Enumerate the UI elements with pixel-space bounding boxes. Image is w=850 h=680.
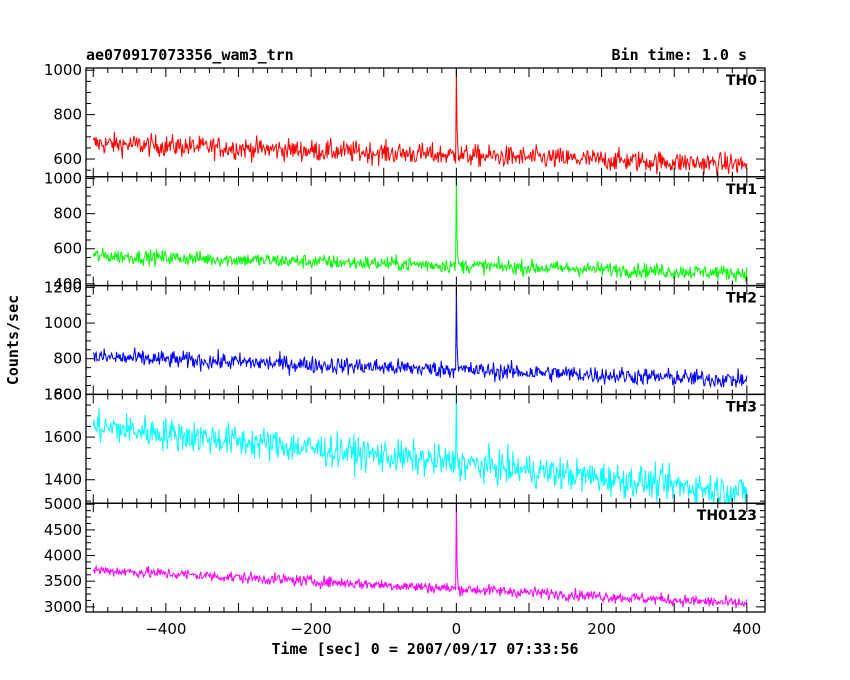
panel-label-th0: TH0	[726, 73, 757, 89]
series-line-th0123	[92, 503, 748, 609]
y-tick-label: 1000	[44, 61, 82, 79]
x-tick-label: −400	[145, 620, 186, 638]
panel-frame	[85, 502, 766, 613]
series-line-th0	[92, 68, 748, 177]
series-line-th2	[92, 287, 748, 389]
y-tick-label: 1000	[44, 314, 82, 332]
y-tick-label: 600	[53, 240, 82, 258]
panel-th1: 400 600 800 1000 TH1	[44, 170, 766, 293]
x-tick-label: 400	[733, 620, 762, 638]
y-tick-label: 1400	[44, 471, 82, 489]
y-tick-label: 1600	[44, 428, 82, 446]
y-tick-label: 4500	[44, 521, 82, 539]
y-tick-label: 5000	[44, 495, 82, 513]
y-tick-label: 3500	[44, 572, 82, 590]
x-tick-label: 200	[587, 620, 616, 638]
x-axis-title: Time [sec] 0 = 2007/09/17 07:33:56	[271, 640, 578, 658]
x-axis: −400 −200 0 200 400	[145, 620, 761, 638]
bin-time-label: Bin time: 1.0 s	[612, 46, 747, 64]
series-line-th3	[92, 394, 748, 504]
y-tick-label: 1000	[44, 170, 82, 188]
series-line-th1	[92, 176, 748, 283]
panel-label-th3: TH3	[726, 399, 757, 415]
panel-label-th0123: TH0123	[697, 508, 757, 524]
chart-title: ae070917073356_wam3_trn	[86, 46, 294, 64]
panel-label-th1: TH1	[726, 182, 757, 198]
y-tick-label: 1800	[44, 385, 82, 403]
panel-th0123: 3000 3500 4000 4500 5000 TH0123	[44, 495, 766, 616]
panel-th0: 600 800 1000 TH0	[44, 61, 766, 178]
y-tick-label: 800	[53, 350, 82, 368]
y-tick-label: 400	[53, 275, 82, 293]
x-tick-label: 0	[452, 620, 462, 638]
y-tick-label: 800	[53, 106, 82, 124]
panel-th2: 600 800 1000 1200 TH2	[44, 278, 766, 403]
y-tick-label: 4000	[44, 547, 82, 565]
panel-label-th2: TH2	[726, 291, 757, 307]
panels-group: 600 800 1000 TH0 400 600 800 1000 TH1 600 800 1000 1…	[44, 61, 766, 616]
y-axis-title: Counts/sec	[4, 295, 22, 385]
y-tick-label: 1200	[44, 278, 82, 296]
x-tick-label: −200	[291, 620, 332, 638]
y-tick-label: 600	[53, 150, 82, 168]
y-tick-label: 600	[53, 385, 82, 403]
y-tick-label: 800	[53, 205, 82, 223]
panel-th3: 1400 1600 1800 TH3	[44, 385, 766, 504]
y-tick-label: 3000	[44, 598, 82, 616]
